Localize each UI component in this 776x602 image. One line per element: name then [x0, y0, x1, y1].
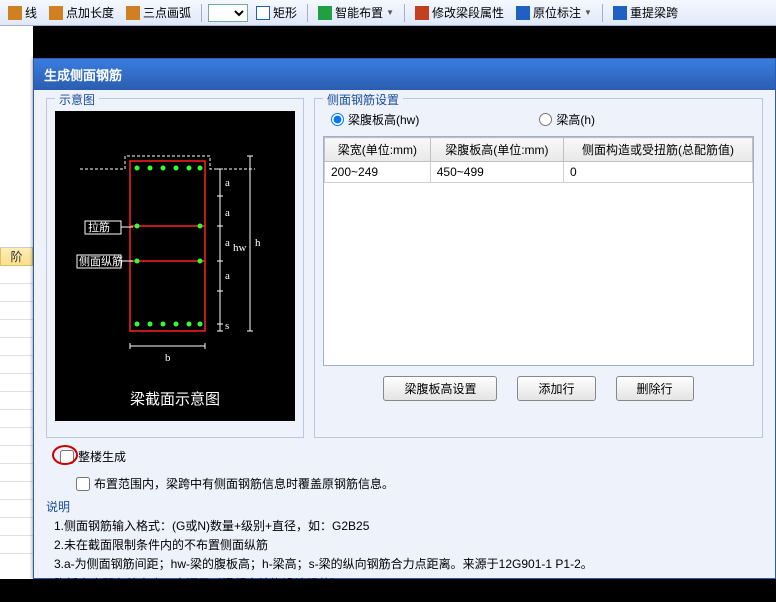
- main-toolbar: 线 点加长度 三点画弧 矩形 智能布置▼ 修改梁段属性 原位标注▼ 重提梁跨: [0, 0, 776, 26]
- svg-text:拉筋: 拉筋: [88, 220, 110, 234]
- check-whole-building-label: 整楼生成: [78, 448, 126, 465]
- svg-text:a: a: [225, 237, 230, 249]
- svg-text:a: a: [225, 270, 230, 282]
- radio-web-height[interactable]: 梁腹板高(hw): [331, 111, 419, 128]
- svg-text:hw: hw: [233, 242, 247, 254]
- section-diagram: 拉筋 侧面纵筋 a a a a s hw h b 梁截面示意图: [55, 111, 295, 421]
- tool-reextract[interactable]: 重提梁跨: [609, 2, 682, 23]
- tool-point-length[interactable]: 点加长度: [45, 2, 118, 23]
- left-tab[interactable]: 阶: [0, 248, 33, 266]
- tool-annotation[interactable]: 原位标注▼: [512, 2, 596, 23]
- help-title: 说明: [46, 498, 763, 515]
- svg-text:h: h: [255, 237, 261, 249]
- col-rebar[interactable]: 侧面构造或受扭筋(总配筋值): [563, 138, 752, 162]
- svg-text:a: a: [225, 207, 230, 219]
- table-row[interactable]: 200~249450~4990: [325, 162, 753, 183]
- help-text: 1.侧面钢筋输入格式：(G或N)数量+级别+直径，如：G2B25 2.未在截面限…: [54, 517, 763, 594]
- radio-beam-height[interactable]: 梁高(h): [539, 111, 595, 128]
- check-whole-building[interactable]: [60, 450, 74, 464]
- settings-fieldset: 侧面钢筋设置 梁腹板高(hw) 梁高(h) 梁宽(单位:mm) 梁腹板高(单位:…: [314, 98, 763, 438]
- svg-text:b: b: [165, 352, 171, 364]
- svg-text:a: a: [225, 177, 230, 189]
- btn-add-row[interactable]: 添加行: [517, 376, 595, 401]
- left-panel: 阶: [0, 26, 33, 579]
- col-web-height[interactable]: 梁腹板高(单位:mm): [430, 138, 563, 162]
- rebar-table[interactable]: 梁宽(单位:mm) 梁腹板高(单位:mm) 侧面构造或受扭筋(总配筋值) 200…: [323, 136, 754, 366]
- svg-text:侧面纵筋: 侧面纵筋: [79, 254, 123, 268]
- col-width[interactable]: 梁宽(单位:mm): [325, 138, 431, 162]
- btn-web-height-settings[interactable]: 梁腹板高设置: [383, 376, 497, 401]
- diagram-fieldset: 示意图: [46, 98, 304, 438]
- svg-text:s: s: [225, 320, 229, 332]
- check-override-label: 布置范围内，梁跨中有侧面钢筋信息时覆盖原钢筋信息。: [94, 475, 394, 492]
- layer-select[interactable]: [208, 4, 248, 22]
- tool-line[interactable]: 线: [4, 2, 41, 23]
- tool-arc-3pt[interactable]: 三点画弧: [122, 2, 195, 23]
- generate-side-rebar-dialog: 生成侧面钢筋 示意图: [33, 58, 776, 579]
- tool-rect[interactable]: 矩形: [252, 2, 301, 23]
- dialog-title: 生成侧面钢筋: [34, 59, 775, 90]
- tool-smart-layout[interactable]: 智能布置▼: [314, 2, 398, 23]
- diagram-legend: 示意图: [55, 91, 99, 108]
- tool-edit-beam[interactable]: 修改梁段属性: [411, 2, 508, 23]
- check-override[interactable]: [76, 477, 90, 491]
- settings-legend: 侧面钢筋设置: [323, 91, 403, 108]
- diagram-caption: 梁截面示意图: [55, 388, 295, 409]
- btn-delete-row[interactable]: 删除行: [616, 376, 694, 401]
